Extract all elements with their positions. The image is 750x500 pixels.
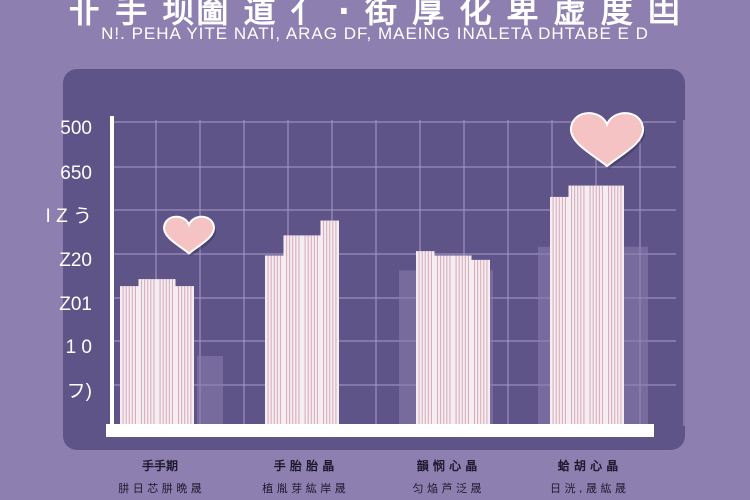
category-sublabel: 匀 焔 芦 泛 晟 xyxy=(413,482,482,495)
hearts xyxy=(163,112,646,257)
y-tick-label: Z20 xyxy=(59,250,92,271)
category-label: 手手期 xyxy=(142,458,178,473)
y-tick-labels: 500 650 I Z う Z20 Z01 1 0 フ) xyxy=(46,118,92,402)
category-label: 蛤 胡 心 晶 xyxy=(558,458,619,473)
chart-title: 卝 手 坝圗 道 亻 · 街 厚 化 卑 虚 度 凷 xyxy=(68,0,682,30)
x-axis-base xyxy=(106,424,654,437)
y-tick-label: 650 xyxy=(60,163,92,184)
y-tick-label: Z01 xyxy=(59,294,92,315)
heart-icon xyxy=(570,112,644,168)
axes xyxy=(106,116,654,437)
y-tick-label: フ) xyxy=(67,381,92,402)
category-sublabel: 肼 日 芯 肼 晩 晟 xyxy=(118,481,201,495)
y-tick-label: 1 0 xyxy=(66,337,92,358)
heart-icon xyxy=(163,215,215,255)
ghost-bar xyxy=(197,356,223,426)
category-label: 手 胎 胎 晶 xyxy=(274,458,335,473)
y-tick-label: 500 xyxy=(60,118,92,139)
category-sublabel: 日 洸 , 晟 紘 晟 xyxy=(550,481,626,495)
category-label: 韻 悯 心 晶 xyxy=(417,458,478,473)
y-tick-label: I Z う xyxy=(46,206,92,227)
chart-subtitle: N!. PEHA YITE NATI, ARAG DF, MAEING INAL… xyxy=(101,24,649,43)
category-sublabel: 植 胤 芽 紘 岸 晟 xyxy=(262,481,345,495)
bars xyxy=(120,185,624,426)
